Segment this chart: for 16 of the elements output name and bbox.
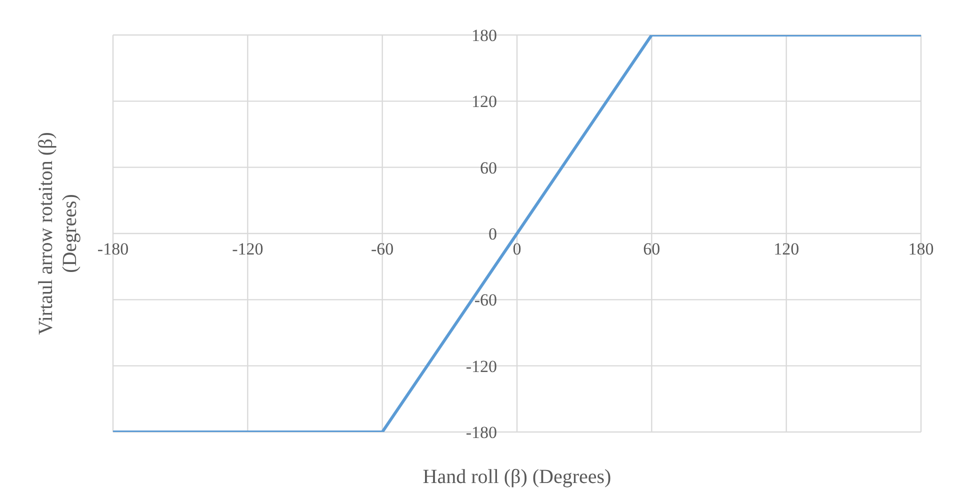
y-axis-title: Virtaul arrow rotaiton (β) (Degrees): [35, 132, 81, 335]
x-axis-title: Hand roll (β) (Degrees): [422, 466, 612, 488]
x-tick-label: 60: [643, 240, 660, 258]
y-tick-label: -180: [466, 423, 497, 442]
x-tick-label: -180: [97, 240, 129, 258]
y-tick-label: 120: [472, 92, 497, 112]
x-tick-label: 120: [774, 240, 800, 258]
x-tick-label: -120: [232, 240, 264, 258]
y-tick-label: 0: [488, 224, 497, 244]
y-tick-label: -60: [474, 290, 497, 310]
x-tick-label: -60: [370, 240, 394, 258]
x-tick-label: 0: [512, 240, 522, 258]
y-tick-label: 180: [472, 26, 497, 45]
x-tick-label: 180: [908, 240, 934, 258]
y-tick-label: 60: [480, 158, 497, 178]
y-tick-label: -120: [466, 356, 497, 376]
